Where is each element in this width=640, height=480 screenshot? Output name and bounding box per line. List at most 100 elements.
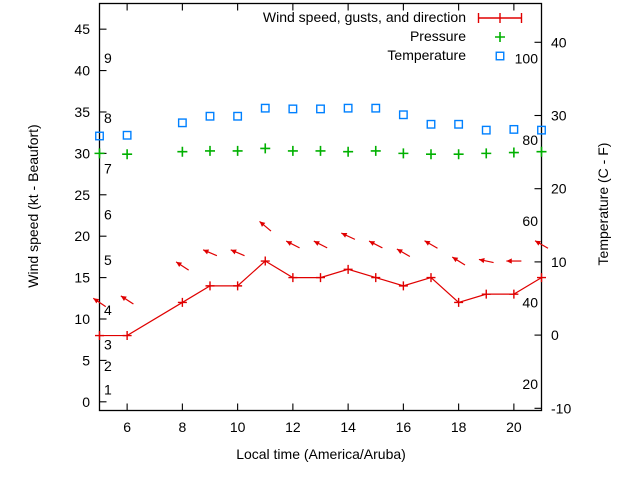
x-tick-label: 12 [285, 419, 301, 435]
temperature-series [95, 103, 546, 141]
wind-gust-direction-arrow [259, 220, 272, 232]
pressure-point [481, 148, 492, 159]
axis-ticks [99, 3, 542, 411]
pressure-point [370, 145, 381, 156]
temperature-point [177, 118, 187, 128]
pressure-series [94, 143, 547, 160]
temperature-point [316, 104, 325, 114]
fahrenheit-scale-label: 80 [522, 132, 538, 148]
wind-gust-direction-arrow [396, 248, 411, 258]
y-left-tick-label: 40 [74, 63, 90, 79]
wind-speed-point [509, 289, 519, 299]
temperature-point [205, 111, 215, 121]
y-left-tick-label: 15 [74, 270, 90, 286]
wind-gust-direction-arrow [478, 258, 494, 264]
pressure-point [177, 146, 188, 157]
legend: Wind speed, gusts, and direction Pressur… [263, 8, 523, 65]
temperature-square-sample-icon [495, 51, 505, 60]
temperature-point [343, 103, 353, 113]
beaufort-scale-label: 6 [104, 207, 112, 223]
wind-gust-direction-arrow [285, 240, 300, 249]
temperature-point [537, 125, 546, 135]
wind-gust-direction-arrow [313, 240, 328, 249]
beaufort-scale-label: 4 [104, 302, 112, 318]
beaufort-scale-label: 5 [104, 252, 112, 268]
wind-gust-direction-arrow [368, 240, 383, 249]
wind-speed-point [288, 273, 298, 283]
y-left-tick-label: 0 [82, 394, 90, 410]
pressure-point [260, 143, 271, 154]
temperature-point [260, 103, 270, 113]
wind-speed-point [454, 297, 464, 307]
pressure-point [343, 146, 354, 157]
pressure-point [94, 148, 105, 159]
wind-gust-direction-arrow [424, 240, 438, 249]
pressure-point [122, 149, 133, 160]
wind-gust-direction-arrow [120, 295, 134, 305]
wind-speed-point [205, 281, 215, 291]
wind-errorbar-sample-icon [477, 12, 523, 23]
beaufort-scale-label: 7 [104, 160, 112, 176]
temperature-point [233, 111, 243, 121]
wind-gust-direction-arrow [202, 249, 218, 257]
temperature-point [288, 104, 298, 114]
legend-label-temperature: Temperature [387, 47, 466, 63]
pressure-point [287, 145, 298, 156]
y-left-tick-label: 35 [74, 104, 90, 120]
wind-speed-point [398, 281, 408, 291]
wind-speed-point [260, 256, 270, 266]
wind-gust-direction-arrow [341, 232, 356, 240]
y-right-tick-label: 30 [551, 107, 567, 123]
temperature-point [122, 130, 132, 140]
pressure-plus-sample-icon [495, 31, 505, 42]
pressure-point [453, 149, 464, 160]
wind-speed-line [99, 260, 542, 337]
pressure-point [232, 145, 243, 156]
y-left-tick-label: 30 [74, 145, 90, 161]
y-left-tick-label: 5 [82, 352, 90, 368]
x-tick-label: 10 [230, 419, 246, 435]
legend-label-pressure: Pressure [409, 28, 466, 44]
wind-speed-point [233, 281, 243, 291]
beaufort-scale-label: 9 [104, 50, 112, 66]
x-axis-label: Local time (America/Aruba) [236, 446, 406, 462]
y-right-tick-label: -10 [551, 400, 571, 416]
y-left-tick-label: 20 [74, 228, 90, 244]
legend-label-wind: Wind speed, gusts, and direction [262, 9, 466, 25]
beaufort-scale-label: 8 [104, 110, 112, 126]
legend-item-wind: Wind speed, gusts, and direction [263, 8, 523, 27]
temperature-point [95, 131, 104, 141]
temperature-point [371, 103, 381, 113]
x-tick-label: 18 [451, 419, 467, 435]
wind-speed-point [316, 273, 325, 283]
pressure-point [315, 145, 326, 156]
fahrenheit-scale-label: 20 [522, 376, 538, 392]
fahrenheit-scale-label: 100 [515, 51, 539, 67]
wind-gust-direction-arrow [506, 258, 522, 264]
fahrenheit-scale-label: 60 [522, 213, 538, 229]
x-tick-label: 20 [506, 419, 522, 435]
wind-speed-point [426, 273, 436, 283]
temperature-point [426, 119, 436, 129]
beaufort-scale-label: 1 [104, 381, 112, 397]
beaufort-scale-label: 2 [104, 358, 112, 374]
y-left-tick-label: 10 [74, 311, 90, 327]
wind-speed-point [537, 273, 546, 283]
temperature-point [454, 119, 464, 129]
x-tick-label: 8 [178, 419, 186, 435]
left-y-axis-label: Wind speed (kt - Beaufort) [25, 124, 41, 288]
temperature-point [509, 124, 519, 134]
wind-speed-point [95, 331, 104, 341]
wind-gust-direction-arrow [230, 249, 245, 257]
legend-item-temperature: Temperature [263, 46, 523, 65]
wind-gust-direction-arrow [92, 297, 107, 308]
legend-item-pressure: Pressure [263, 27, 523, 46]
y-right-tick-label: 10 [551, 254, 567, 270]
y-right-tick-label: 40 [551, 34, 567, 50]
y-left-tick-label: 45 [74, 21, 90, 37]
wind-speed-point [371, 273, 381, 283]
wind-speed-series [92, 220, 549, 341]
plot-border [98, 2, 543, 412]
